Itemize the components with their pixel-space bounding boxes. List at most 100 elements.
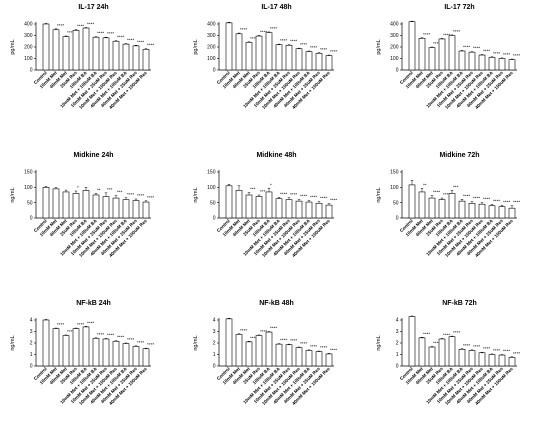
bar	[92, 36, 100, 71]
significance-marker: ****	[300, 42, 307, 47]
significance-marker: ****	[117, 35, 124, 40]
significance-marker: ****	[240, 27, 247, 32]
bar	[448, 193, 456, 219]
y-tick-label: 0	[30, 364, 33, 370]
bar	[72, 328, 80, 367]
significance-marker: ****	[290, 192, 297, 197]
y-tick-label: 400	[24, 22, 33, 28]
significance-marker: ****	[260, 329, 267, 334]
y-tick-label: 400	[207, 22, 216, 28]
significance-marker: ****	[290, 338, 297, 343]
bar	[418, 38, 426, 71]
bar	[112, 340, 120, 367]
bar	[508, 59, 516, 71]
y-tick-label: 100	[24, 185, 33, 191]
bar	[102, 338, 110, 367]
bar	[255, 35, 263, 71]
bar	[295, 347, 303, 367]
significance-marker: ****	[320, 47, 327, 52]
bar	[408, 21, 416, 71]
y-axis-label: ng/mL	[376, 335, 382, 350]
bar	[468, 202, 476, 219]
significance-marker: ****	[503, 52, 510, 57]
bar	[245, 194, 253, 219]
bar	[508, 207, 516, 219]
y-tick-label: 4	[30, 318, 33, 324]
significance-marker: ****	[250, 335, 257, 340]
significance-marker: ****	[127, 337, 134, 342]
bar	[122, 199, 130, 219]
significance-marker: ****	[310, 45, 317, 50]
significance-marker: ****	[443, 332, 450, 337]
bar	[285, 199, 293, 219]
chart-title: IL-17 24h	[78, 4, 108, 11]
significance-marker: ****	[67, 329, 74, 334]
bar	[285, 44, 293, 71]
significance-marker: ****	[250, 36, 257, 41]
bar	[72, 30, 80, 71]
bar	[92, 194, 100, 219]
significance-marker: ****	[463, 193, 470, 198]
significance-marker: ****	[483, 48, 490, 53]
bar	[245, 42, 253, 71]
significance-marker: ****	[147, 342, 154, 347]
significance-marker: ****	[443, 192, 450, 197]
significance-marker: ****	[300, 341, 307, 346]
significance-marker: ****	[57, 23, 64, 28]
significance-marker: ****	[443, 32, 450, 37]
y-tick-label: 100	[24, 56, 33, 62]
y-tick-label: 0	[396, 216, 399, 222]
significance-marker: ****	[483, 346, 490, 351]
y-tick-label: 50	[27, 200, 33, 206]
bar	[458, 349, 466, 367]
bar	[82, 27, 90, 71]
bar	[132, 45, 140, 71]
y-tick-label: 2	[30, 341, 33, 347]
chart-panel: IL-17 72h pg/mL 0 100 200 300 400 Control **** 10…	[366, 0, 549, 148]
bar	[42, 23, 50, 71]
significance-marker: ****	[423, 32, 430, 37]
chart-panel: Midkine 24h ng/mL 0 50 100 150 Control 10mM Met…	[0, 148, 183, 296]
y-axis-label: pg/mL	[193, 39, 199, 54]
y-tick-label: 300	[207, 33, 216, 39]
chart-panel: IL-17 48h pg/mL 0 100 200 300 400 Control **** 10…	[183, 0, 366, 148]
significance-marker: ****	[493, 348, 500, 353]
significance-marker: ****	[320, 196, 327, 201]
bar	[438, 38, 446, 71]
bar	[438, 338, 446, 367]
significance-marker: ****	[137, 340, 144, 345]
significance-marker: ****	[473, 46, 480, 51]
significance-marker: ****	[310, 344, 317, 349]
significance-marker: *	[270, 182, 272, 187]
bar	[52, 188, 60, 219]
bar	[478, 203, 486, 219]
bar	[305, 350, 313, 367]
significance-marker: ****	[433, 41, 440, 46]
y-tick-label: 0	[30, 216, 33, 222]
bar	[508, 357, 516, 367]
chart-svg: IL-17 24hpg/mL0100200300400Control****10…	[10, 4, 154, 110]
significance-marker: ****	[280, 38, 287, 43]
bar	[498, 58, 506, 71]
bar	[488, 205, 496, 219]
significance-marker: ****	[513, 53, 520, 58]
significance-marker: ****	[453, 29, 460, 34]
significance-marker: ****	[503, 199, 510, 204]
significance-marker: ****	[493, 199, 500, 204]
significance-marker: ****	[147, 43, 154, 48]
bar	[448, 336, 456, 367]
bar	[52, 328, 60, 367]
bar	[295, 200, 303, 219]
significance-marker: ****	[463, 343, 470, 348]
significance-marker: **	[97, 187, 101, 192]
bar	[225, 22, 233, 71]
significance-marker: ****	[493, 51, 500, 56]
y-tick-label: 3	[213, 329, 216, 335]
bar	[255, 335, 263, 367]
bar	[275, 198, 283, 219]
bar	[122, 43, 130, 71]
